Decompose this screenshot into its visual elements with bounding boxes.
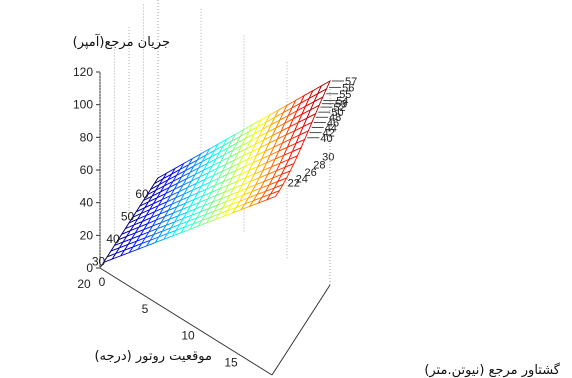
z-tick-label: 0 — [86, 261, 93, 275]
tick-labels: 020406080100120203040506005101520 — [73, 65, 238, 369]
z-axis-label: جریان مرجع(آمپر) — [73, 33, 170, 50]
x-tick-label: 0 — [99, 275, 106, 289]
floor-edge-line — [271, 284, 331, 376]
annotation-label: 24 — [296, 173, 308, 185]
y-tick-label: 20 — [77, 277, 91, 291]
annotation-label: 42 — [323, 128, 335, 140]
annotation-label: 52 — [333, 102, 345, 114]
z-tick-label: 60 — [80, 163, 94, 177]
z-tick-label: 100 — [73, 98, 93, 112]
z-tick-label: 20 — [80, 228, 94, 242]
annotation-label: 46 — [327, 117, 339, 129]
surface-cell — [265, 189, 281, 201]
annotation-label: 50 — [331, 107, 343, 119]
annotation-label: 40 — [320, 133, 332, 145]
x-tick-label: 15 — [224, 355, 238, 369]
annotation-label: 54 — [336, 95, 348, 107]
annotation-label: 56 — [342, 82, 354, 94]
x-tick-label: 10 — [181, 329, 195, 343]
annotation-label: 28 — [313, 160, 325, 172]
annotation-label: 30 — [322, 151, 334, 163]
y-tick-label: 30 — [92, 255, 106, 269]
annotation-label: 44 — [325, 123, 337, 135]
z-tick-label: 80 — [80, 130, 94, 144]
annotation-label: 48 — [329, 112, 341, 124]
y-tick-label: 50 — [121, 210, 135, 224]
annotation-label: 26 — [305, 167, 317, 179]
y-tick-label: 40 — [106, 232, 120, 246]
x-axis-line — [99, 267, 273, 376]
annotation-label: 53 — [335, 99, 347, 111]
annotation-label: 22 — [288, 177, 300, 189]
annotation-label: 57 — [345, 76, 357, 88]
z-tick-label: 40 — [80, 196, 94, 210]
y-axis-label: موقعیت روتور (درجه) — [94, 349, 212, 364]
x-axis-label: گشتاور مرجع (نیوتن.متر) — [424, 362, 560, 378]
y-tick-label: 60 — [135, 187, 149, 201]
z-tick-label: 120 — [73, 65, 93, 79]
annotation-label: 55 — [339, 89, 351, 101]
x-tick-label: 5 — [142, 302, 149, 316]
surface-mesh — [102, 79, 331, 264]
